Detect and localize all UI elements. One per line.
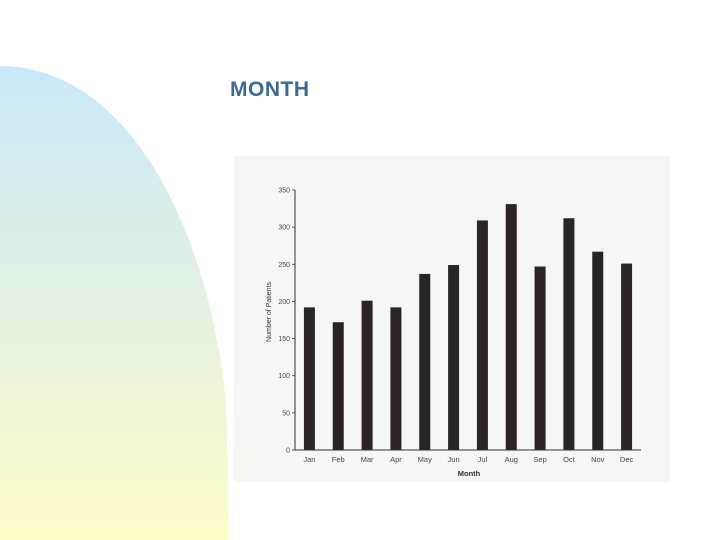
x-tick-label: Jun: [448, 455, 460, 464]
bar-jun: [448, 265, 459, 450]
bar-jul: [477, 220, 488, 450]
y-axis-title: Number of Patients: [266, 282, 273, 342]
y-tick-label: 100: [278, 373, 290, 380]
x-tick-label: Sep: [533, 455, 546, 464]
bar-aug: [506, 204, 517, 450]
bar-mar: [362, 301, 373, 450]
x-tick-label: Oct: [563, 455, 576, 464]
bar-may: [419, 274, 430, 450]
y-tick-label: 50: [282, 410, 290, 417]
bar-apr: [390, 307, 401, 450]
x-ticks: Jan Feb Mar Apr May Jun Jul Aug Sep Oct Nov Dec: [303, 455, 633, 464]
y-tick-label: 0: [286, 448, 290, 455]
x-tick-label: Nov: [591, 455, 605, 464]
x-tick-label: Aug: [505, 455, 518, 464]
x-tick-label: May: [418, 455, 432, 464]
x-axis-title: Month: [458, 469, 481, 478]
x-tick-label: Jan: [303, 455, 315, 464]
x-tick-label: Dec: [620, 455, 634, 464]
y-tick-label: 150: [278, 336, 290, 343]
bar-oct: [563, 218, 574, 450]
slide-title: MONTH: [230, 78, 310, 102]
bar-chart: Number of Patients Month 0 50 100 150 200 250…: [234, 156, 670, 482]
x-tick-label: Jul: [478, 455, 488, 464]
chart-panel: Number of Patients Month 0 50 100 150 200 250…: [234, 156, 670, 482]
bar-nov: [592, 252, 603, 450]
y-tick-label: 300: [278, 225, 290, 232]
y-tick-label: 250: [278, 262, 290, 269]
y-tick-label: 350: [278, 188, 290, 195]
bar-sep: [535, 267, 546, 450]
x-tick-label: Apr: [390, 455, 402, 464]
y-ticks: 0 50 100 150 200 250 300 350: [278, 188, 295, 455]
x-tick-label: Mar: [361, 455, 374, 464]
x-tick-label: Feb: [332, 455, 345, 464]
y-axis-title-group: Number of Patients: [266, 282, 273, 342]
axes: [295, 190, 641, 450]
y-tick-label: 200: [278, 299, 290, 306]
bar-jan: [304, 307, 315, 450]
bars: [304, 204, 632, 450]
bar-feb: [333, 322, 344, 450]
gradient-leaf-shape: [0, 66, 229, 540]
bar-dec: [621, 264, 632, 450]
